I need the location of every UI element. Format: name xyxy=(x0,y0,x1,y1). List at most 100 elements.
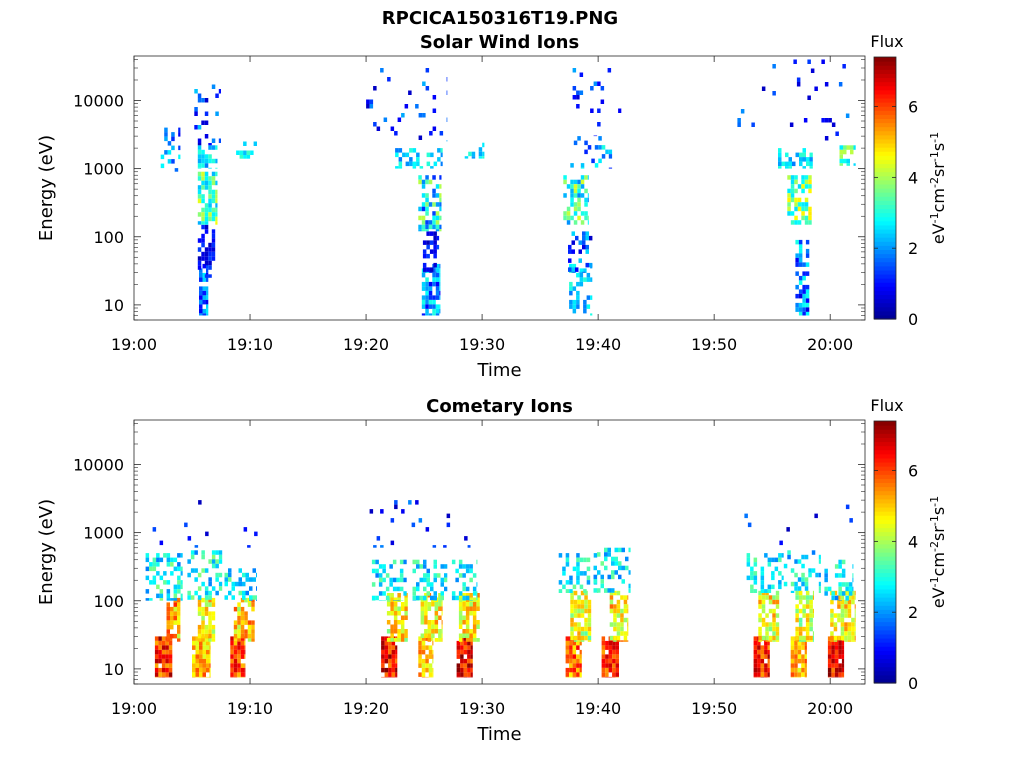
heatmap-cell xyxy=(243,151,247,156)
heatmap-cell xyxy=(590,313,592,315)
heatmap-cell xyxy=(580,668,582,673)
colorbar-segment xyxy=(874,527,896,532)
colorbar-segment xyxy=(874,663,896,668)
heatmap-cell xyxy=(388,663,392,668)
heatmap-cell xyxy=(842,650,844,655)
heatmap-cell xyxy=(464,672,468,677)
heatmap-cell xyxy=(612,668,616,673)
heatmap-cell xyxy=(433,231,437,236)
colorbar-segment xyxy=(874,77,896,82)
heatmap-cell xyxy=(399,162,403,167)
heatmap-cell xyxy=(574,184,578,189)
heatmap-cell xyxy=(167,616,171,621)
colorbar-tick-label: 6 xyxy=(908,98,918,117)
heatmap-cell xyxy=(838,677,842,678)
heatmap-cell xyxy=(429,295,433,300)
colorbar-segment xyxy=(874,622,896,627)
heatmap-cell xyxy=(787,189,791,194)
heatmap-cell xyxy=(798,672,802,677)
heatmap-cell xyxy=(201,555,205,560)
heatmap-cell xyxy=(387,638,391,642)
heatmap-cell xyxy=(459,564,463,569)
heatmap-cell xyxy=(379,578,383,583)
heatmap-cell xyxy=(433,236,437,241)
heatmap-cell xyxy=(611,588,615,593)
heatmap-cell xyxy=(430,272,434,273)
heatmap-cell xyxy=(601,584,605,589)
heatmap-cell xyxy=(201,568,205,573)
heatmap-cell xyxy=(559,580,563,585)
heatmap-cell xyxy=(574,211,578,216)
heatmap-cell xyxy=(604,588,608,593)
heatmap-cell xyxy=(835,596,839,601)
heatmap-cell xyxy=(212,252,215,256)
heatmap-cell xyxy=(580,273,584,278)
heatmap-cell xyxy=(244,629,248,634)
heatmap-cell xyxy=(212,139,216,144)
heatmap-cell xyxy=(413,600,417,601)
heatmap-cell xyxy=(149,580,153,585)
heatmap-cell xyxy=(205,638,209,641)
heatmap-cell xyxy=(847,163,851,166)
heatmap-cell xyxy=(416,587,420,592)
heatmap-cell xyxy=(577,193,581,198)
heatmap-cell xyxy=(205,274,209,278)
heatmap-cell xyxy=(806,271,809,276)
heatmap-cell xyxy=(799,600,803,605)
heatmap-cell xyxy=(566,659,570,664)
heatmap-cell xyxy=(203,309,207,314)
heatmap-cell xyxy=(791,582,795,587)
heatmap-cell xyxy=(801,180,805,185)
heatmap-cell xyxy=(469,607,473,612)
heatmap-cell xyxy=(848,640,852,642)
heatmap-cell xyxy=(203,295,207,300)
heatmap-cell xyxy=(612,672,616,677)
heatmap-cell xyxy=(205,154,209,159)
heatmap-cell xyxy=(198,150,202,155)
heatmap-cell xyxy=(177,629,180,634)
heatmap-cell xyxy=(785,153,789,158)
heatmap-cell xyxy=(399,166,403,169)
colorbar-segment xyxy=(874,503,896,508)
colorbar-tick-label: 0 xyxy=(908,674,918,693)
heatmap-cell xyxy=(438,616,442,621)
heatmap-cell xyxy=(418,207,422,212)
heatmap-cell xyxy=(237,602,241,607)
heatmap-cell xyxy=(574,189,578,194)
heatmap-cell xyxy=(237,668,241,673)
heatmap-cell xyxy=(201,172,205,177)
heatmap-cell xyxy=(370,104,374,109)
heatmap-cell xyxy=(201,194,205,199)
heatmap-cell xyxy=(219,559,222,564)
heatmap-cell xyxy=(241,611,245,616)
heatmap-cell xyxy=(156,562,160,567)
heatmap-cell xyxy=(192,668,196,673)
heatmap-cell xyxy=(215,212,217,217)
heatmap-cell xyxy=(604,548,608,553)
heatmap-cell xyxy=(198,145,202,150)
heatmap-cell xyxy=(580,659,582,664)
heatmap-cell xyxy=(791,659,795,664)
heatmap-cell xyxy=(196,677,200,678)
heatmap-cell xyxy=(379,573,383,578)
heatmap-cell xyxy=(163,553,167,558)
heatmap-cell xyxy=(177,567,181,572)
colorbar-segment xyxy=(874,204,896,209)
heatmap-cell xyxy=(580,585,584,590)
heatmap-cell xyxy=(206,313,208,315)
heatmap-cell xyxy=(466,569,470,574)
heatmap-cell xyxy=(416,153,420,158)
heatmap-cell xyxy=(194,591,198,596)
heatmap-cell xyxy=(835,663,839,668)
heatmap-cell xyxy=(205,568,209,573)
heatmap-cell xyxy=(757,659,761,664)
heatmap-cell xyxy=(203,286,207,291)
heatmap-cell xyxy=(388,672,392,677)
heatmap-cell xyxy=(386,596,390,601)
heatmap-cell xyxy=(208,634,212,639)
heatmap-cell xyxy=(842,659,844,664)
heatmap-cell xyxy=(437,236,439,241)
heatmap-cell xyxy=(577,627,581,632)
heatmap-cell xyxy=(618,566,622,571)
